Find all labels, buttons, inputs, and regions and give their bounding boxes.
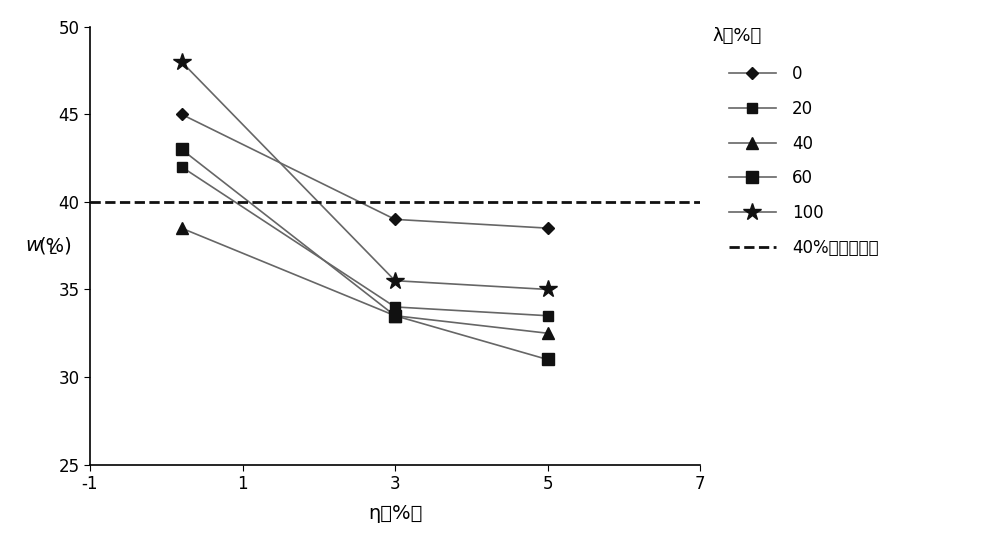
Text: λ（%）: λ（%） — [712, 27, 761, 45]
X-axis label: η（%）: η（%） — [368, 504, 422, 523]
Text: L: L — [49, 243, 56, 257]
Legend: 0, 20, 40, 60, 100, 40%液限控刻线: 0, 20, 40, 60, 100, 40%液限控刻线 — [721, 57, 887, 265]
Text: (%): (%) — [38, 236, 72, 255]
Text: w: w — [25, 236, 41, 255]
